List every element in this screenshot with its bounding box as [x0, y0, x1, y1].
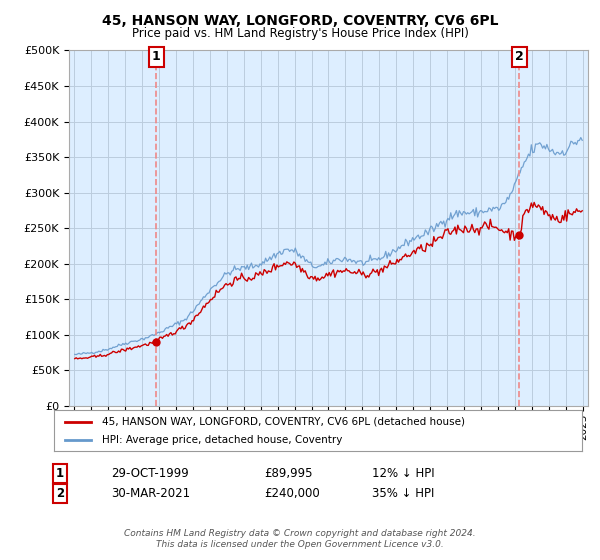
Text: 12% ↓ HPI: 12% ↓ HPI [372, 466, 434, 480]
Text: £240,000: £240,000 [264, 487, 320, 501]
Text: 35% ↓ HPI: 35% ↓ HPI [372, 487, 434, 501]
Text: 30-MAR-2021: 30-MAR-2021 [111, 487, 190, 501]
Text: 1: 1 [56, 466, 64, 480]
Text: 2: 2 [56, 487, 64, 501]
Text: Contains HM Land Registry data © Crown copyright and database right 2024.
This d: Contains HM Land Registry data © Crown c… [124, 529, 476, 549]
Text: 45, HANSON WAY, LONGFORD, COVENTRY, CV6 6PL (detached house): 45, HANSON WAY, LONGFORD, COVENTRY, CV6 … [101, 417, 464, 427]
Text: 29-OCT-1999: 29-OCT-1999 [111, 466, 189, 480]
Text: HPI: Average price, detached house, Coventry: HPI: Average price, detached house, Cove… [101, 435, 342, 445]
Text: 2: 2 [515, 50, 524, 63]
Text: 45, HANSON WAY, LONGFORD, COVENTRY, CV6 6PL: 45, HANSON WAY, LONGFORD, COVENTRY, CV6 … [102, 14, 498, 28]
Text: Price paid vs. HM Land Registry's House Price Index (HPI): Price paid vs. HM Land Registry's House … [131, 27, 469, 40]
Text: £89,995: £89,995 [264, 466, 313, 480]
Text: 1: 1 [152, 50, 160, 63]
